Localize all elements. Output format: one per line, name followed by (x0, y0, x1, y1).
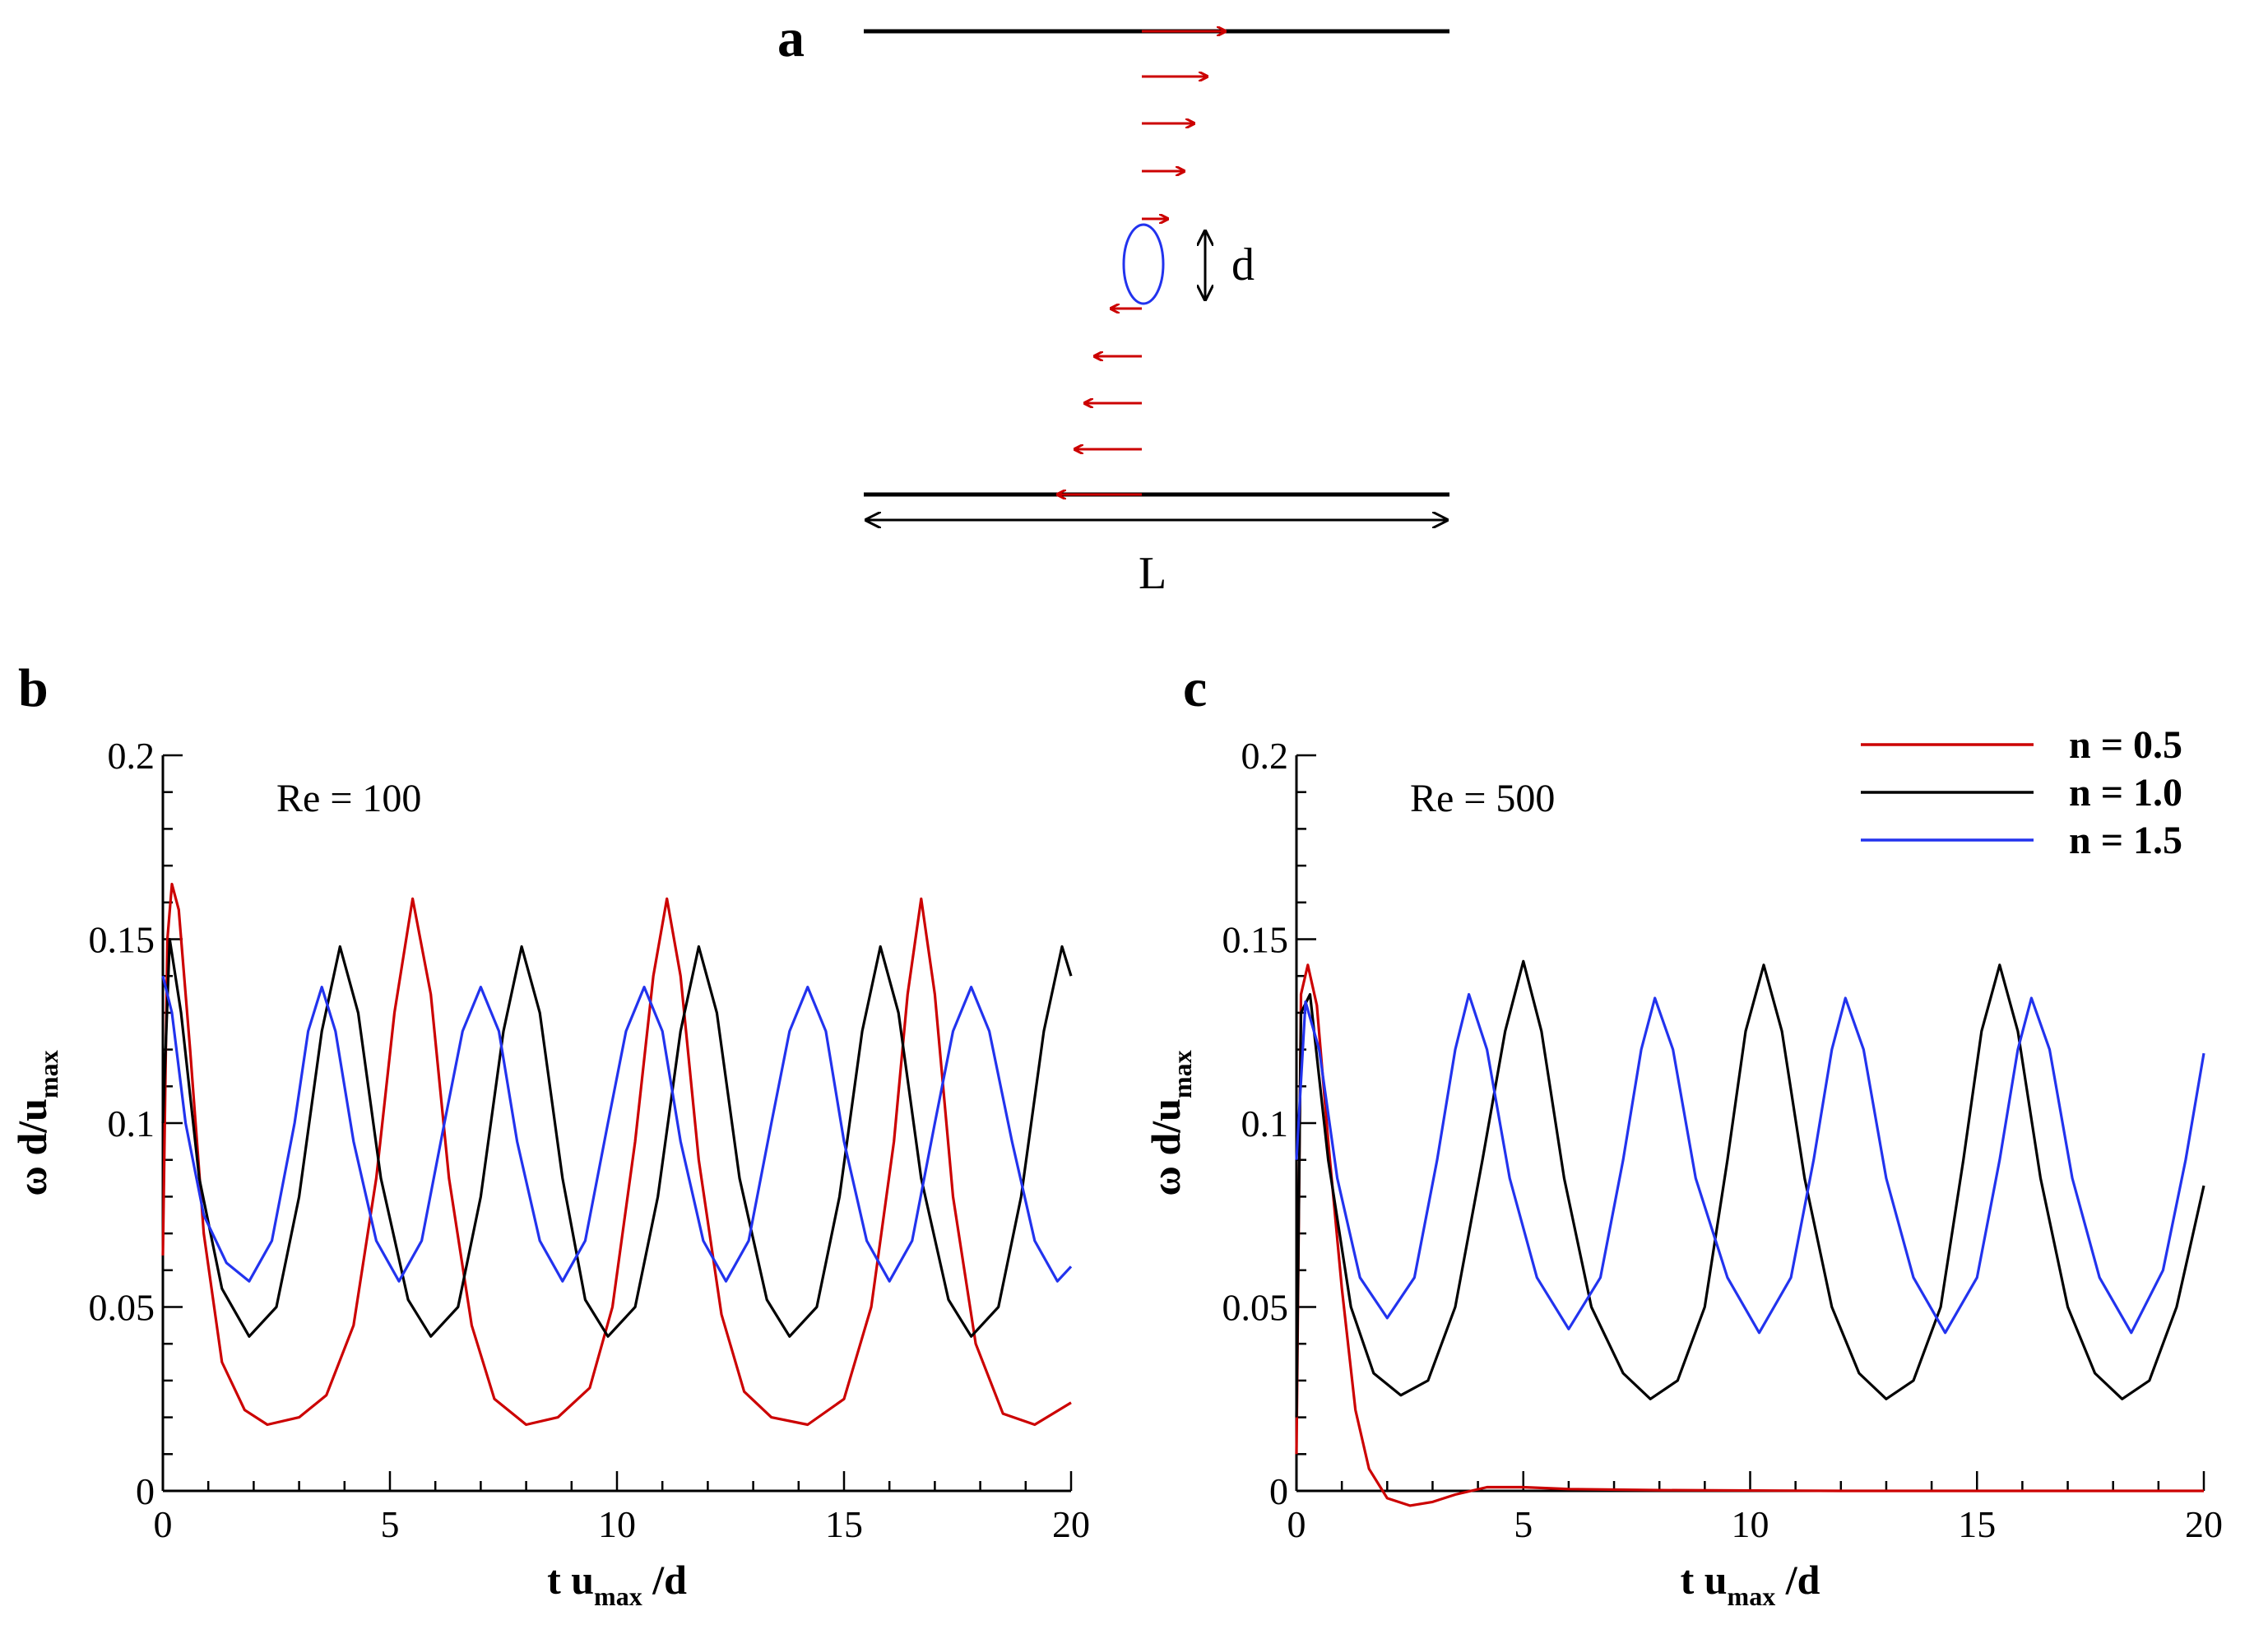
y-tick-label: 0.1 (1241, 1103, 1289, 1144)
series-line-n-1-5 (1295, 992, 2205, 1335)
x-tick-label: 5 (381, 1503, 400, 1545)
y-tick-label: 0 (136, 1470, 155, 1512)
series-line-n-0-5 (1295, 963, 2204, 1507)
x-axis-label-tail: /d (1775, 1557, 1820, 1603)
panel-label-a: a (777, 8, 805, 68)
legend-label: n = 1.5 (2069, 819, 2182, 862)
panel-label-b: b (18, 658, 49, 718)
elliptic-particle (1122, 223, 1165, 305)
series-line-n-0-5 (161, 882, 1072, 1427)
x-axis-label: t umax /d (547, 1557, 687, 1611)
x-axis-label-main: t u (1681, 1557, 1728, 1603)
series-line-n-1-0 (1295, 959, 2205, 1418)
y-tick-label: 0.1 (108, 1103, 155, 1144)
legend-label: n = 1.0 (2069, 771, 2182, 815)
y-tick-label: 0.2 (108, 735, 155, 777)
legend: n = 0.5n = 1.0n = 1.5 (1861, 723, 2182, 862)
y-axis-label-main: ω d/u (9, 1098, 55, 1196)
reynolds-annotation: Re = 100 (276, 777, 421, 820)
reynolds-annotation: Re = 500 (1410, 777, 1555, 820)
x-axis-label-tail: /d (642, 1557, 687, 1603)
series-line-n-1-5 (161, 975, 1073, 1283)
x-axis-label: t umax /d (1681, 1557, 1820, 1611)
series-line-n-1-0 (161, 937, 1073, 1338)
length-label: L (1139, 548, 1166, 599)
velocity-profile (1057, 31, 1226, 494)
schematic-panel: a d L (777, 8, 1449, 599)
x-axis-label-sub: max (1728, 1581, 1776, 1611)
y-axis-label: ω d/umax (1143, 1050, 1197, 1196)
x-tick-label: 15 (825, 1503, 863, 1545)
x-tick-label: 20 (1052, 1503, 1090, 1545)
x-axis-label-sub: max (594, 1581, 642, 1611)
y-tick-label: 0.15 (1222, 919, 1289, 961)
y-tick-label: 0.15 (89, 919, 155, 961)
diameter-label: d (1231, 239, 1255, 290)
x-tick-label: 5 (1514, 1503, 1533, 1545)
y-axis-label-sub: max (1167, 1050, 1197, 1098)
x-tick-label: 15 (1958, 1503, 1996, 1545)
y-tick-label: 0 (1269, 1470, 1288, 1512)
x-tick-label: 10 (1732, 1503, 1769, 1545)
x-tick-label: 20 (2185, 1503, 2223, 1545)
y-tick-label: 0.05 (89, 1287, 155, 1329)
y-tick-label: 0.05 (1222, 1287, 1289, 1329)
legend-label: n = 0.5 (2069, 723, 2182, 767)
x-axis-label-main: t u (547, 1557, 594, 1603)
y-tick-label: 0.2 (1241, 735, 1289, 777)
y-axis-label: ω d/umax (9, 1050, 63, 1196)
x-tick-label: 0 (154, 1503, 173, 1545)
panel-label-c: c (1183, 658, 1207, 718)
y-axis-label-sub: max (34, 1050, 63, 1098)
x-tick-label: 0 (1287, 1503, 1306, 1545)
y-axis-label-main: ω d/u (1143, 1098, 1189, 1196)
x-tick-label: 10 (598, 1503, 636, 1545)
